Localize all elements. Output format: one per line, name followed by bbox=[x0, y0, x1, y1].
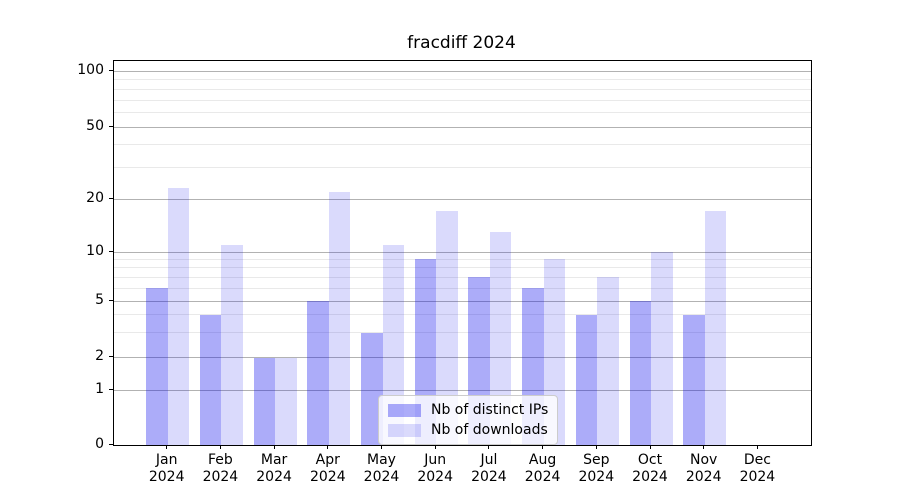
bar-downloads bbox=[167, 188, 190, 445]
major-gridline bbox=[114, 357, 811, 359]
y-tick-label: 1 bbox=[95, 380, 104, 397]
y-tick-label: 5 bbox=[95, 291, 104, 308]
bar-downloads bbox=[436, 211, 458, 445]
y-tick-label: 50 bbox=[86, 117, 104, 134]
legend-row-distinct-ips: Nb of distinct IPs bbox=[388, 402, 548, 418]
bar-downloads bbox=[704, 211, 727, 445]
bar-downloads bbox=[597, 277, 619, 445]
major-gridline bbox=[114, 126, 811, 128]
legend: Nb of distinct IPs Nb of downloads bbox=[378, 395, 559, 445]
x-tick-label: Feb 2024 bbox=[202, 452, 239, 485]
minor-gridline bbox=[114, 88, 811, 90]
x-tick-mark bbox=[327, 445, 329, 449]
x-tick-mark bbox=[381, 445, 382, 449]
bar-distinct-ips bbox=[683, 314, 705, 445]
x-tick-label: Jun 2024 bbox=[417, 452, 453, 485]
minor-gridline bbox=[114, 99, 811, 101]
x-tick-mark bbox=[166, 445, 168, 449]
y-tick-mark bbox=[109, 388, 113, 390]
y-tick-label: 20 bbox=[86, 189, 104, 206]
x-tick-mark bbox=[703, 445, 705, 449]
x-tick-label: Sep 2024 bbox=[578, 452, 615, 485]
major-gridline bbox=[114, 300, 811, 302]
x-tick-mark bbox=[434, 445, 436, 449]
y-tick-mark bbox=[109, 250, 113, 252]
legend-label-distinct-ips: Nb of distinct IPs bbox=[431, 402, 549, 418]
legend-swatch-distinct-ips bbox=[388, 403, 421, 417]
major-gridline bbox=[114, 71, 811, 72]
major-gridline bbox=[114, 198, 811, 200]
legend-swatch-downloads bbox=[388, 423, 421, 437]
x-tick-label: Nov 2024 bbox=[685, 452, 722, 485]
minor-gridline bbox=[114, 144, 811, 146]
bar-distinct-ips bbox=[199, 314, 222, 445]
y-tick-mark bbox=[109, 299, 113, 301]
x-tick-mark bbox=[488, 445, 490, 449]
minor-gridline bbox=[114, 276, 811, 278]
legend-row-downloads: Nb of downloads bbox=[388, 422, 548, 438]
y-tick-label: 100 bbox=[77, 62, 104, 78]
x-tick-label: Dec 2024 bbox=[739, 452, 776, 485]
x-tick-label: Jul 2024 bbox=[471, 452, 507, 485]
x-tick-label: May 2024 bbox=[363, 452, 400, 485]
chart-title: fracdiff 2024 bbox=[407, 33, 516, 53]
major-gridline bbox=[114, 389, 811, 391]
y-tick-mark bbox=[109, 356, 113, 358]
bar-downloads bbox=[489, 231, 512, 445]
bar-distinct-ips bbox=[307, 301, 329, 445]
bar-distinct-ips bbox=[629, 301, 651, 445]
bar-downloads bbox=[328, 191, 351, 445]
x-tick-label: Apr 2024 bbox=[309, 452, 346, 485]
minor-gridline bbox=[114, 332, 811, 334]
x-tick-mark bbox=[219, 445, 221, 449]
plot-area: Nb of distinct IPs Nb of downloads bbox=[113, 60, 812, 446]
x-tick-mark bbox=[649, 445, 651, 449]
y-tick-mark bbox=[109, 197, 113, 199]
x-tick-mark bbox=[756, 445, 758, 449]
bar-downloads bbox=[651, 252, 673, 445]
x-tick-mark bbox=[595, 445, 597, 449]
minor-gridline bbox=[114, 314, 811, 316]
y-tick-label: 10 bbox=[86, 242, 104, 259]
x-tick-mark bbox=[542, 445, 544, 449]
y-tick-label: 2 bbox=[95, 348, 104, 365]
y-tick-mark bbox=[109, 125, 113, 127]
x-tick-mark bbox=[273, 445, 275, 449]
y-tick-label: 0 bbox=[95, 435, 104, 452]
minor-gridline bbox=[114, 166, 811, 168]
x-tick-label: Oct 2024 bbox=[632, 452, 668, 485]
x-tick-label: Jan 2024 bbox=[148, 452, 185, 485]
minor-gridline bbox=[114, 111, 811, 113]
bar-downloads bbox=[382, 244, 404, 445]
bar-downloads bbox=[221, 244, 243, 445]
bar-distinct-ips bbox=[146, 288, 168, 445]
y-tick-mark bbox=[109, 70, 113, 71]
legend-label-downloads: Nb of downloads bbox=[431, 422, 548, 438]
major-gridline bbox=[114, 251, 811, 253]
bar-downloads bbox=[275, 357, 297, 445]
x-tick-label: Aug 2024 bbox=[524, 452, 561, 485]
minor-gridline bbox=[114, 79, 811, 81]
y-tick-mark bbox=[109, 443, 113, 445]
minor-gridline bbox=[114, 287, 811, 289]
bar-distinct-ips bbox=[361, 332, 383, 445]
minor-gridline bbox=[114, 267, 811, 269]
minor-gridline bbox=[114, 258, 811, 260]
x-tick-label: Mar 2024 bbox=[256, 452, 292, 485]
bar-distinct-ips bbox=[253, 357, 276, 445]
bar-distinct-ips bbox=[575, 314, 598, 445]
